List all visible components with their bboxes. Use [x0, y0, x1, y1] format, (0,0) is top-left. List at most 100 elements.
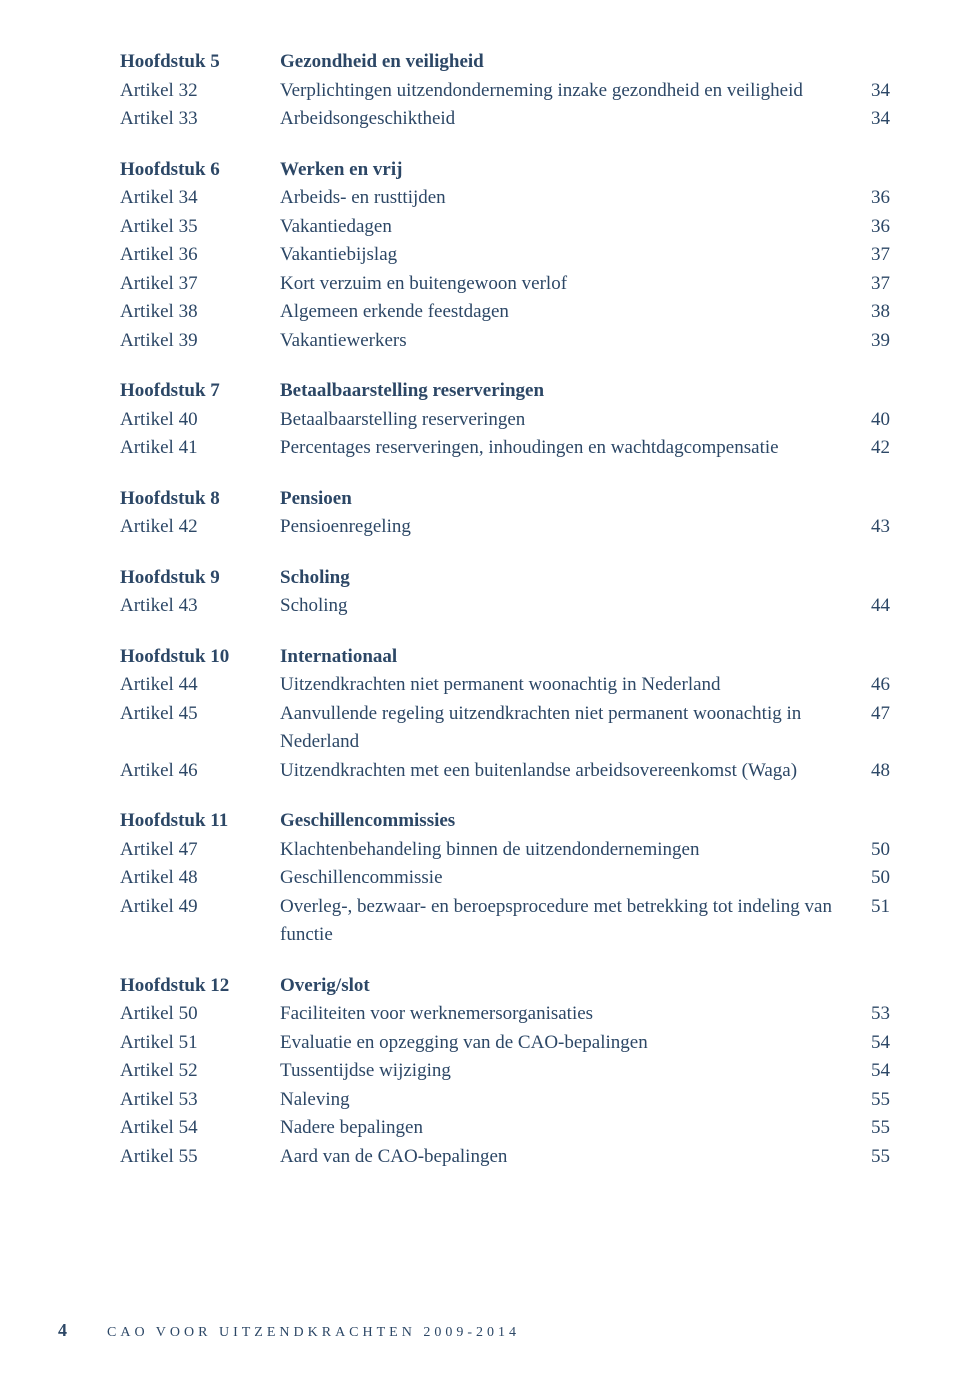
- toc-article-row: Artikel 34Arbeids- en rusttijden36: [120, 184, 890, 213]
- article-label: Artikel 55: [120, 1143, 280, 1172]
- article-title: Arbeids- en rusttijden: [280, 184, 854, 213]
- toc-article-row: Artikel 37Kort verzuim en buitengewoon v…: [120, 270, 890, 299]
- article-title: Scholing: [280, 592, 854, 621]
- article-title: Aard van de CAO-bepalingen: [280, 1143, 854, 1172]
- article-title: Geschillencommissie: [280, 864, 854, 893]
- article-page: 40: [854, 406, 890, 435]
- article-title: Klachtenbehandeling binnen de uitzendond…: [280, 836, 854, 865]
- article-title: Vakantiewerkers: [280, 327, 854, 356]
- chapter-title: Overig/slot: [280, 972, 854, 1001]
- article-page: 36: [854, 184, 890, 213]
- article-title: Kort verzuim en buitengewoon verlof: [280, 270, 854, 299]
- toc-chapter-heading: Hoofdstuk 6Werken en vrij: [120, 156, 890, 185]
- article-label: Artikel 54: [120, 1114, 280, 1143]
- article-label: Artikel 39: [120, 327, 280, 356]
- article-title: Overleg-, bezwaar- en beroepsprocedure m…: [280, 893, 854, 950]
- article-label: Artikel 46: [120, 757, 280, 786]
- toc-article-row: Artikel 35Vakantiedagen36: [120, 213, 890, 242]
- article-label: Artikel 44: [120, 671, 280, 700]
- article-title: Aanvullende regeling uitzendkrachten nie…: [280, 700, 854, 757]
- toc-article-row: Artikel 32Verplichtingen uitzendondernem…: [120, 77, 890, 106]
- article-page: 54: [854, 1029, 890, 1058]
- article-page: 39: [854, 327, 890, 356]
- article-page: 55: [854, 1086, 890, 1115]
- toc-chapter-heading: Hoofdstuk 9Scholing: [120, 564, 890, 593]
- chapter-label: Hoofdstuk 6: [120, 156, 280, 185]
- article-label: Artikel 42: [120, 513, 280, 542]
- article-title: Faciliteiten voor werknemersorganisaties: [280, 1000, 854, 1029]
- toc-article-row: Artikel 48Geschillencommissie50: [120, 864, 890, 893]
- toc-chapter-heading: Hoofdstuk 8Pensioen: [120, 485, 890, 514]
- article-page: 47: [854, 700, 890, 729]
- toc-article-row: Artikel 52Tussentijdse wijziging54: [120, 1057, 890, 1086]
- toc-chapter-block: Hoofdstuk 12Overig/slotArtikel 50Facilit…: [120, 972, 890, 1172]
- article-title: Pensioenregeling: [280, 513, 854, 542]
- article-title: Naleving: [280, 1086, 854, 1115]
- toc-article-row: Artikel 50Faciliteiten voor werknemersor…: [120, 1000, 890, 1029]
- footer-text: CAO VOOR UITZENDKRACHTEN 2009-2014: [107, 1322, 520, 1343]
- article-page: 43: [854, 513, 890, 542]
- chapter-label: Hoofdstuk 10: [120, 643, 280, 672]
- chapter-label: Hoofdstuk 7: [120, 377, 280, 406]
- toc-article-row: Artikel 55Aard van de CAO-bepalingen55: [120, 1143, 890, 1172]
- toc-article-row: Artikel 47Klachtenbehandeling binnen de …: [120, 836, 890, 865]
- article-title: Verplichtingen uitzendonderneming inzake…: [280, 77, 854, 106]
- article-label: Artikel 38: [120, 298, 280, 327]
- page-number: 4: [58, 1317, 67, 1344]
- toc-chapter-block: Hoofdstuk 11GeschillencommissiesArtikel …: [120, 807, 890, 950]
- chapter-label: Hoofdstuk 8: [120, 485, 280, 514]
- article-title: Betaalbaarstelling reserveringen: [280, 406, 854, 435]
- article-page: 44: [854, 592, 890, 621]
- article-title: Evaluatie en opzegging van de CAO-bepali…: [280, 1029, 854, 1058]
- toc-chapter-block: Hoofdstuk 8PensioenArtikel 42Pensioenreg…: [120, 485, 890, 542]
- chapter-title: Geschillencommissies: [280, 807, 854, 836]
- chapter-title: Scholing: [280, 564, 854, 593]
- article-label: Artikel 49: [120, 893, 280, 922]
- article-page: 37: [854, 241, 890, 270]
- article-page: 46: [854, 671, 890, 700]
- article-page: 55: [854, 1143, 890, 1172]
- article-label: Artikel 34: [120, 184, 280, 213]
- toc-article-row: Artikel 38Algemeen erkende feestdagen38: [120, 298, 890, 327]
- article-page: 50: [854, 836, 890, 865]
- article-title: Arbeidsongeschiktheid: [280, 105, 854, 134]
- article-label: Artikel 36: [120, 241, 280, 270]
- article-label: Artikel 35: [120, 213, 280, 242]
- toc-chapter-block: Hoofdstuk 6Werken en vrijArtikel 34Arbei…: [120, 156, 890, 356]
- article-title: Uitzendkrachten niet permanent woonachti…: [280, 671, 854, 700]
- article-label: Artikel 45: [120, 700, 280, 729]
- article-label: Artikel 33: [120, 105, 280, 134]
- toc-article-row: Artikel 41Percentages reserveringen, inh…: [120, 434, 890, 463]
- article-page: 48: [854, 757, 890, 786]
- toc-article-row: Artikel 45Aanvullende regeling uitzendkr…: [120, 700, 890, 757]
- chapter-label: Hoofdstuk 5: [120, 48, 280, 77]
- toc-chapter-block: Hoofdstuk 10InternationaalArtikel 44Uitz…: [120, 643, 890, 786]
- toc-chapter-heading: Hoofdstuk 7Betaalbaarstelling reserverin…: [120, 377, 890, 406]
- article-page: 54: [854, 1057, 890, 1086]
- toc-article-row: Artikel 43Scholing44: [120, 592, 890, 621]
- toc-article-row: Artikel 33Arbeidsongeschiktheid34: [120, 105, 890, 134]
- article-page: 55: [854, 1114, 890, 1143]
- article-title: Vakantiebijslag: [280, 241, 854, 270]
- article-label: Artikel 43: [120, 592, 280, 621]
- toc-article-row: Artikel 36Vakantiebijslag37: [120, 241, 890, 270]
- toc-article-row: Artikel 42Pensioenregeling43: [120, 513, 890, 542]
- article-label: Artikel 37: [120, 270, 280, 299]
- page-footer: 4 CAO VOOR UITZENDKRACHTEN 2009-2014: [58, 1317, 520, 1344]
- article-label: Artikel 32: [120, 77, 280, 106]
- article-title: Uitzendkrachten met een buitenlandse arb…: [280, 757, 854, 786]
- toc-article-row: Artikel 40Betaalbaarstelling reservering…: [120, 406, 890, 435]
- article-title: Tussentijdse wijziging: [280, 1057, 854, 1086]
- chapter-title: Gezondheid en veiligheid: [280, 48, 854, 77]
- article-label: Artikel 51: [120, 1029, 280, 1058]
- toc-article-row: Artikel 44Uitzendkrachten niet permanent…: [120, 671, 890, 700]
- article-page: 51: [854, 893, 890, 922]
- chapter-label: Hoofdstuk 9: [120, 564, 280, 593]
- toc-article-row: Artikel 39Vakantiewerkers39: [120, 327, 890, 356]
- article-page: 34: [854, 77, 890, 106]
- article-page: 34: [854, 105, 890, 134]
- toc-article-row: Artikel 53Naleving55: [120, 1086, 890, 1115]
- article-title: Percentages reserveringen, inhoudingen e…: [280, 434, 854, 463]
- article-title: Vakantiedagen: [280, 213, 854, 242]
- article-label: Artikel 47: [120, 836, 280, 865]
